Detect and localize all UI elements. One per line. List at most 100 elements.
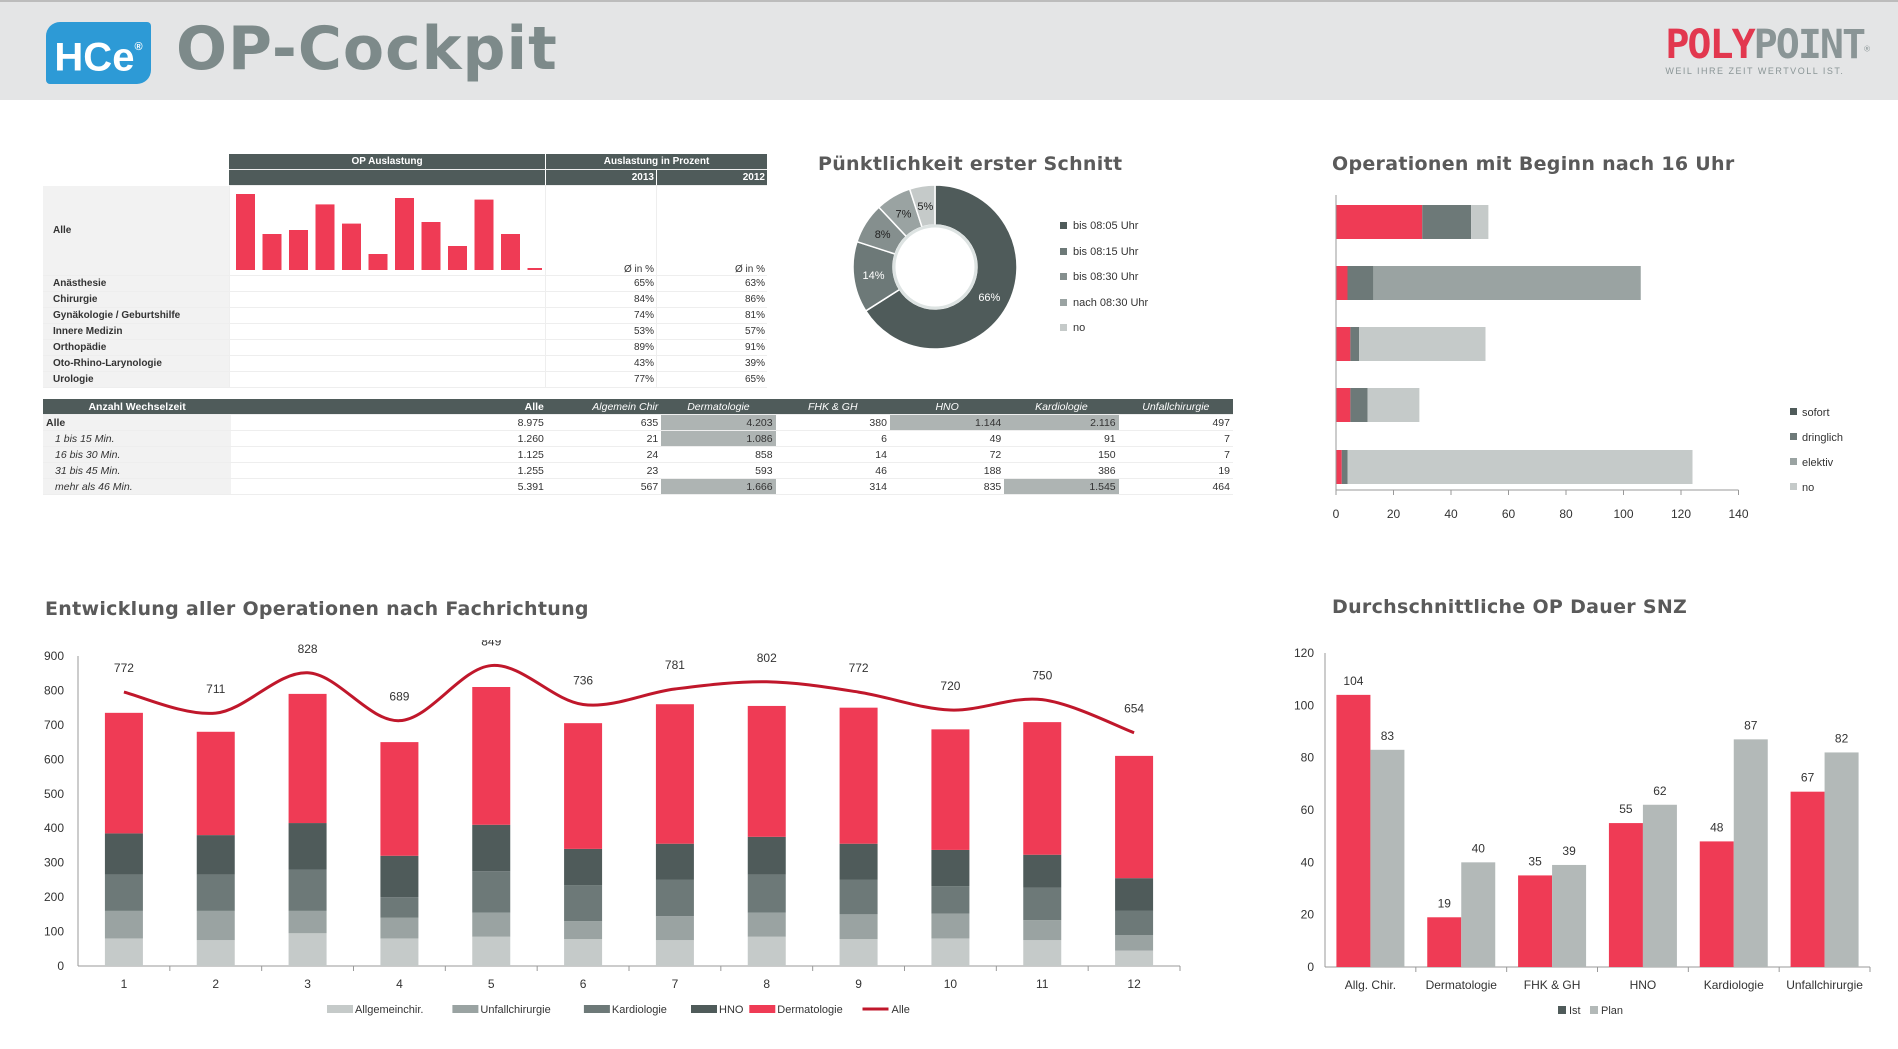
wechselzeit-row: 1 bis 15 Min. 1.260 21 1.086 6 49 91 7 (43, 430, 1233, 447)
dauer-y-tick-label: 100 (1294, 698, 1314, 712)
wechselzeit-cell: 593 (661, 462, 776, 479)
dauer-y-tick-label: 80 (1301, 751, 1315, 765)
dauer-y-tick-label: 40 (1301, 855, 1315, 869)
section-title-puenktlichkeit: Pünktlichkeit erster Schnitt (818, 153, 1123, 175)
wechselzeit-cell: 91 (1004, 430, 1119, 447)
entw-bar-segment (747, 705, 786, 837)
wechselzeit-cell: 1.545 (1004, 478, 1119, 495)
auslastung-row-spacer (228, 307, 546, 324)
brand-tagline: WEIL IHRE ZEIT WERTVOLL IST. (1665, 66, 1845, 76)
op16-bar-segment (1347, 266, 1374, 300)
entw-bar-segment (564, 885, 603, 922)
entw-bar-segment (1115, 755, 1154, 879)
dauer-bar-label: 104 (1343, 674, 1363, 688)
auslastung-row: Innere Medizin 53% 57% (43, 323, 767, 340)
entw-bar-segment (288, 693, 327, 824)
brand-a: POLY (1665, 22, 1755, 68)
op16-bar-segment (1336, 327, 1351, 361)
op16-legend-label: dringlich (1802, 432, 1843, 444)
dauer-legend-swatch (1590, 1006, 1598, 1014)
wechselzeit-cell: 464 (1118, 478, 1233, 495)
entw-total-label: 781 (665, 658, 685, 672)
op16-legend-swatch (1790, 408, 1797, 415)
auslastung-row-spacer (228, 339, 546, 356)
entw-bar-segment (380, 938, 419, 966)
entw-y-tick-label: 200 (44, 890, 64, 904)
dauer-x-tick-label: Allg. Chir. (1345, 978, 1396, 992)
page-title: OP-Cockpit (176, 14, 558, 84)
entw-bar-segment (1023, 854, 1062, 888)
entw-legend-swatch (327, 1005, 353, 1013)
entw-x-tick-label: 3 (304, 977, 311, 991)
wechselzeit-cell: 188 (889, 462, 1005, 479)
entw-bar-segment (196, 835, 235, 875)
op16-legend-swatch (1790, 458, 1797, 465)
wechselzeit-cell: 1.144 (889, 414, 1005, 431)
entw-bar-segment (104, 910, 143, 939)
entw-bar-segment (747, 836, 786, 875)
puenktlichkeit-donut-chart: 66% 14% 8% 7% 5% (852, 184, 1018, 350)
entw-bar-segment (931, 849, 970, 887)
auslastung-row-spacer (228, 291, 546, 308)
entw-total-label: 720 (940, 679, 960, 693)
entw-bar-segment (1023, 940, 1062, 966)
op16-x-tick-label: 140 (1728, 507, 1748, 521)
entw-legend-swatch (583, 1005, 610, 1013)
legend-label: bis 08:30 Uhr (1073, 271, 1139, 283)
dauer-y-tick-label: 60 (1301, 803, 1315, 817)
section-title-dauer: Durchschnittliche OP Dauer SNZ (1332, 596, 1688, 618)
wechselzeit-cell: 386 (1004, 462, 1119, 479)
entw-bar-segment (931, 886, 970, 914)
entw-x-tick-label: 4 (396, 977, 403, 991)
auslastung-row-2012: 91% (656, 339, 767, 356)
wz-header-2: Algemein Chir (546, 399, 662, 415)
legend-label: nach 08:30 Uhr (1073, 296, 1149, 309)
wechselzeit-cell: 14 (775, 446, 890, 463)
auslastung-row-2013: 89% (545, 339, 657, 356)
dauer-legend-swatch (1558, 1006, 1566, 1014)
op16-bar-segment (1336, 266, 1348, 300)
donut-legend-item: bis 08:15 Uhr (1060, 246, 1138, 258)
entw-total-label: 750 (1032, 669, 1052, 683)
op16-bar-segment (1359, 327, 1486, 361)
auslastung-row-2013: 77% (545, 371, 657, 388)
entw-bar-segment (655, 704, 694, 844)
entw-y-tick-label: 600 (44, 752, 64, 766)
auslastung-bar (500, 234, 520, 270)
entw-bar-segment (564, 921, 603, 940)
auslastung-row-label: Chirurgie (43, 291, 229, 308)
hce-logo: HCe® (46, 22, 151, 84)
entw-total-label: 772 (849, 661, 869, 675)
auslastung-row-spacer (228, 371, 546, 388)
auslastung-bar-chart (235, 194, 546, 270)
header-bar: HCe® OP-Cockpit POLYPOINT® WEIL IHRE ZEI… (0, 0, 1898, 100)
entw-bar-segment (288, 933, 327, 966)
dauer-bar-label: 19 (1438, 896, 1452, 910)
entw-bar-segment (931, 729, 970, 850)
dauer-bar-label: 48 (1710, 820, 1724, 834)
entw-bar-segment (380, 917, 419, 939)
auslastung-row-2013: 84% (545, 291, 657, 308)
hce-logo-text: HCe (54, 35, 135, 80)
wechselzeit-cell: 2.116 (1004, 414, 1119, 431)
auslastung-bar (394, 198, 414, 270)
wechselzeit-row-label: Alle (43, 414, 232, 431)
auslastung-row-2012: 39% (656, 355, 767, 372)
auslastung-row: Urologie 77% 65% (43, 371, 767, 388)
legend-swatch (1060, 222, 1067, 229)
entw-x-tick-label: 1 (121, 977, 128, 991)
entw-x-tick-label: 6 (580, 977, 587, 991)
unit-2013: Ø in % (545, 185, 657, 276)
dauer-legend-label: Ist (1569, 1005, 1581, 1017)
entw-bar-segment (472, 687, 511, 825)
legend-label: bis 08:15 Uhr (1073, 245, 1139, 258)
auslastung-row-2013: 74% (545, 307, 657, 324)
entw-bar-segment (931, 913, 970, 939)
entw-bar-segment (564, 939, 603, 966)
entw-bar-segment (655, 879, 694, 917)
entw-total-label: 828 (298, 642, 318, 656)
wechselzeit-cell: 1.260 (231, 430, 547, 447)
entw-y-tick-label: 500 (44, 787, 64, 801)
wechselzeit-row-label: mehr als 46 Min. (43, 478, 232, 495)
donut-slice-label: 7% (895, 209, 911, 221)
